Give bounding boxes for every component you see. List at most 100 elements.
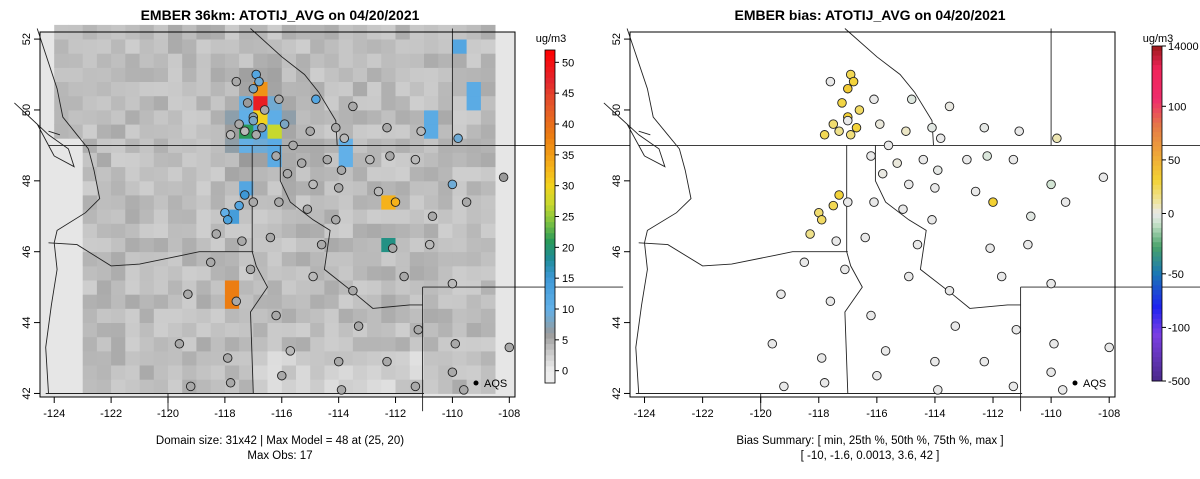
station-marker (779, 381, 789, 392)
station-marker (1046, 367, 1056, 377)
grid-cell (111, 251, 126, 267)
grid-cell (239, 209, 254, 224)
grid-cell (352, 251, 368, 267)
grid-cell (367, 81, 382, 97)
grid-cell (224, 280, 240, 295)
grid-cell (153, 53, 169, 68)
grid-cell (367, 110, 382, 125)
colorbar-segment (1152, 151, 1162, 157)
grid-cell (424, 152, 439, 168)
grid-cell (182, 166, 197, 182)
grid-cell (367, 39, 382, 54)
grid-cell (96, 53, 112, 68)
grid-cell (239, 166, 254, 182)
colorbar-segment (545, 344, 555, 351)
colorbar-segment (1152, 136, 1162, 143)
grid-cell (480, 265, 496, 281)
grid-cell (153, 67, 169, 82)
colorbar-segment (1152, 223, 1162, 229)
grid-cell (82, 124, 98, 139)
station-marker (979, 356, 990, 367)
x-tick-label: -108 (498, 408, 520, 420)
grid-cell (182, 350, 197, 366)
colorbar-segment (545, 272, 555, 278)
grid-cell (168, 110, 183, 125)
grid-cell (267, 166, 283, 182)
colorbar-segment (1152, 352, 1162, 358)
grid-cell (125, 322, 140, 338)
grid-cell (82, 39, 98, 54)
grid-cell (480, 166, 496, 182)
grid-cell (480, 53, 496, 68)
station-marker (816, 353, 827, 363)
grid-cell (68, 195, 83, 210)
colorbar-unit: ug/m3 (536, 33, 567, 45)
grid-cell (54, 365, 69, 380)
station-marker (205, 257, 216, 268)
grid-cell (381, 280, 396, 295)
grid-cell (253, 251, 268, 267)
grid-cell (153, 95, 169, 111)
colorbar-tick-label: 25 (562, 212, 574, 224)
grid-cell (111, 294, 126, 309)
grid-cell (395, 322, 411, 338)
grid-cell (310, 223, 325, 238)
grid-cell (381, 39, 396, 54)
colorbar-segment (1152, 294, 1162, 301)
grid-cell (352, 294, 368, 309)
grid-cell (452, 322, 467, 338)
colorbar-segment (545, 288, 555, 295)
station-marker (348, 285, 358, 296)
grid-cell (82, 223, 98, 238)
grid-cell (352, 350, 368, 366)
grid-cell (168, 308, 183, 323)
grid-cell (281, 265, 297, 281)
grid-cell (82, 95, 98, 111)
station-marker (461, 197, 472, 207)
bias-panel: EMBER bias: ATOTIJ_AVG on 04/20/2021 -12… (603, 7, 1200, 462)
grid-cell (324, 365, 339, 380)
grid-cell (210, 379, 226, 394)
grid-cell (96, 124, 112, 139)
grid-cell (395, 365, 411, 380)
station-marker (271, 151, 281, 161)
grid-cell (224, 180, 240, 196)
grid-cell (480, 39, 496, 54)
grid-cell (82, 322, 98, 338)
grid-cell (480, 365, 496, 380)
grid-cell (367, 223, 382, 238)
grid-cell (253, 209, 268, 224)
grid-cell (168, 322, 183, 338)
grid-cell (480, 81, 496, 97)
grid-cell (424, 166, 439, 182)
grid-cell (324, 237, 339, 253)
grid-cell (296, 81, 311, 97)
station-marker (225, 378, 236, 388)
grid-cell (168, 152, 183, 168)
colorbar-segment (545, 338, 555, 345)
grid-cell (352, 379, 368, 394)
grid-cell (296, 53, 311, 68)
colorbar-segment (1152, 251, 1162, 258)
caption-line-2: Max Obs: 17 (247, 450, 312, 462)
grid-cell (139, 195, 155, 210)
grid-cell (367, 195, 382, 210)
colorbar-tick-label: -50 (1168, 269, 1184, 281)
grid-cell (253, 350, 268, 366)
grid-cell (253, 180, 268, 196)
station-marker (259, 105, 270, 115)
colorbar-segment (545, 277, 555, 284)
station-markers (174, 69, 515, 395)
grid-cell (267, 209, 283, 224)
grid-cell (409, 166, 425, 182)
grid-cell (111, 53, 126, 68)
station-marker (950, 321, 961, 331)
colorbar-segment (545, 360, 555, 367)
station-marker (1026, 211, 1036, 222)
grid-cell (125, 110, 140, 125)
colorbar-segment (1152, 347, 1162, 353)
colorbar-segment (1152, 122, 1162, 128)
colorbar-segment (1152, 113, 1162, 119)
grid-cell (296, 95, 311, 111)
station-marker (930, 356, 940, 367)
